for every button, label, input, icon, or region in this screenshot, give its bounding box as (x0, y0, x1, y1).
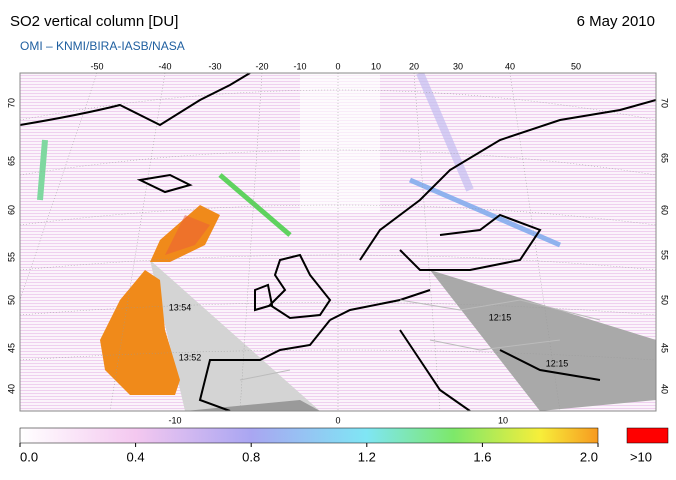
lat-label: 65 (6, 156, 16, 166)
lon-label: 20 (409, 61, 419, 71)
lon-label: -50 (90, 61, 103, 71)
overpass-time: 13:52 (179, 352, 202, 362)
lat-label: 40 (660, 384, 670, 394)
lat-label: 70 (6, 98, 16, 108)
colorbar-label: 0.8 (242, 449, 260, 464)
map (20, 73, 656, 411)
lon-label: 30 (453, 61, 463, 71)
lon-label: -10 (293, 61, 306, 71)
subtitle: OMI – KNMI/BIRA-IASB/NASA (20, 39, 185, 53)
colorbar-label: 2.0 (580, 449, 598, 464)
lat-label: 60 (6, 205, 16, 215)
lon-label: -30 (208, 61, 221, 71)
colorbar-label: 0.0 (20, 449, 38, 464)
lat-label: 70 (660, 98, 670, 108)
lon-label: 10 (498, 415, 508, 425)
title: SO2 vertical column [DU] (10, 13, 178, 30)
lon-label: 50 (571, 61, 581, 71)
lat-label: 60 (660, 205, 670, 215)
lon-label: 0 (335, 415, 340, 425)
colorbar-label: 1.2 (358, 449, 376, 464)
colorbar-overflow (626, 427, 669, 444)
lat-label: 45 (6, 343, 16, 353)
lon-label: 40 (505, 61, 515, 71)
lon-label: -40 (158, 61, 171, 71)
colorbar-label: 0.4 (127, 449, 145, 464)
lat-label: 50 (6, 295, 16, 305)
lon-label: 0 (335, 61, 340, 71)
lat-label: 65 (660, 153, 670, 163)
overpass-time: 12:15 (546, 358, 569, 368)
lat-label: 50 (660, 295, 670, 305)
colorbar-overflow-label: >10 (630, 449, 652, 464)
lat-label: 45 (660, 343, 670, 353)
colorbar-label: 1.6 (473, 449, 491, 464)
date: 6 May 2010 (577, 13, 655, 30)
lon-label: 10 (371, 61, 381, 71)
lon-label: -20 (255, 61, 268, 71)
lon-label: -10 (168, 415, 181, 425)
overpass-time: 12:15 (489, 312, 512, 322)
overpass-time: 13:54 (169, 302, 192, 312)
map-frame (19, 72, 657, 412)
lat-label: 55 (6, 252, 16, 262)
colorbar (19, 427, 599, 444)
lat-label: 55 (660, 250, 670, 260)
lat-label: 40 (6, 384, 16, 394)
